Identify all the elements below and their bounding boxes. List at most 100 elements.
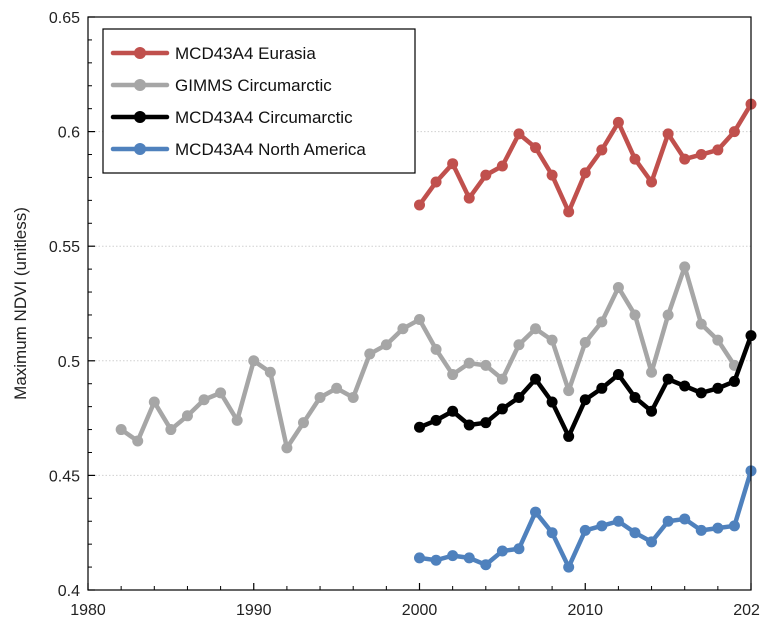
x-tick-label: 2010 [567,602,603,619]
data-point [712,144,724,156]
data-point [480,359,492,371]
data-point [496,545,508,557]
data-point [198,394,210,406]
series-layer [115,98,757,573]
data-point [596,144,608,156]
series-line [118,264,737,451]
data-point [679,261,691,273]
data-point [695,387,707,399]
data-point [612,116,624,128]
data-point [579,524,591,536]
data-point [430,343,442,355]
x-tick-label: 1990 [236,602,272,619]
legend-label: GIMMS Circumarctic [175,76,332,95]
legend-label: MCD43A4 North America [175,140,366,159]
data-point [148,396,160,408]
data-point [728,375,740,387]
axis-ticks: 0.4 0.45 0.5 0.55 0.6 0.65 1980 1990 2000 2010 202… [49,10,760,619]
legend-swatch-marker [134,47,146,59]
data-point [530,373,542,385]
data-point [563,385,575,397]
y-tick-label: 0.4 [58,583,80,600]
data-point [579,167,591,179]
data-point [264,366,276,378]
legend-label: MCD43A4 Circumarctic [175,108,353,127]
legend-swatch-marker [134,79,146,91]
data-point [248,355,260,367]
data-point [646,405,658,417]
data-point [546,396,558,408]
data-point [496,403,508,415]
data-point [463,419,475,431]
y-tick-label: 0.45 [49,468,80,485]
x-tick-label: 2020 [733,602,760,619]
data-point [679,153,691,165]
data-point [679,380,691,392]
data-point [513,128,525,140]
data-point [281,442,293,454]
data-point [596,520,608,532]
data-point [728,520,740,532]
data-point [380,339,392,351]
data-point [629,527,641,539]
data-point [563,561,575,573]
data-point [480,417,492,429]
data-point [480,559,492,571]
y-tick-label: 0.5 [58,354,80,371]
y-tick-label: 0.55 [49,239,80,256]
data-point [596,316,608,328]
data-point [712,522,724,534]
y-axis-title: Maximum NDVI (unitless) [11,207,30,400]
data-point [447,369,459,381]
data-point [530,323,542,335]
data-point [612,369,624,381]
data-point [629,309,641,321]
data-point [132,435,144,447]
data-point [414,199,425,211]
data-point [414,314,425,326]
data-point [712,382,724,394]
data-point [513,391,525,403]
data-point [612,515,624,527]
data-point [463,357,475,369]
legend-label: MCD43A4 Eurasia [175,44,316,63]
data-point [662,373,674,385]
data-point [397,323,409,335]
data-point [447,158,459,170]
data-point [695,524,707,536]
legend-swatch-marker [134,111,146,123]
data-point [662,128,674,140]
data-point [546,334,558,346]
data-point [463,192,475,204]
data-point [579,394,591,406]
data-point [496,160,508,172]
data-point [530,506,542,518]
series-0 [414,98,757,218]
series-1 [115,261,740,454]
series-2 [414,330,757,442]
data-point [447,405,459,417]
data-point [646,536,658,548]
data-point [563,430,575,442]
legend-swatch-marker [134,143,146,155]
data-point [215,387,227,399]
data-point [231,414,243,426]
data-point [695,149,707,161]
data-point [629,391,641,403]
data-point [364,348,376,360]
series-3 [414,465,757,573]
data-point [165,424,177,436]
data-point [596,382,608,394]
data-point [414,421,425,433]
data-point [679,513,691,525]
data-point [331,382,343,394]
data-point [181,410,193,422]
data-point [314,391,326,403]
data-point [629,153,641,165]
data-point [513,339,525,351]
data-point [430,554,442,566]
data-point [530,142,542,154]
y-tick-label: 0.6 [58,125,80,142]
data-point [546,527,558,539]
